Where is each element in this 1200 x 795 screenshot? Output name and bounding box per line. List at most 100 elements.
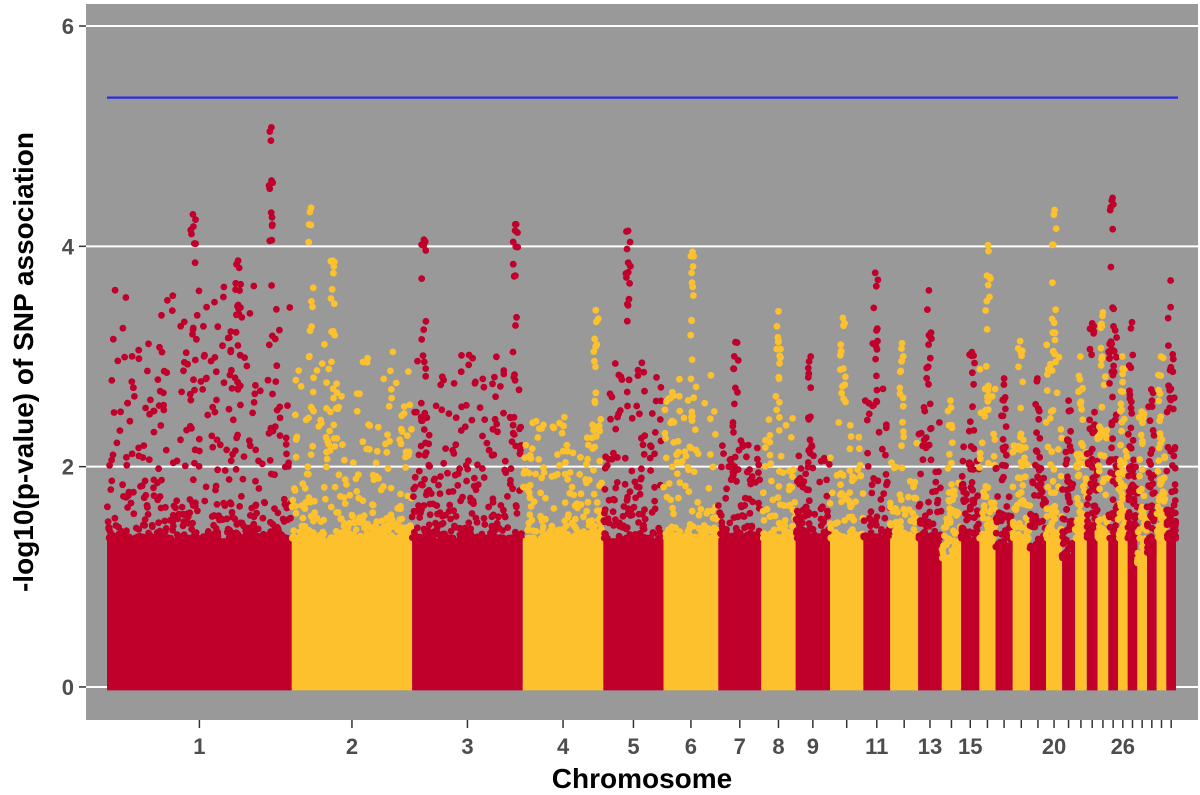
snp-point — [1049, 329, 1057, 336]
peak-snp-point — [689, 248, 696, 256]
snp-point — [201, 497, 209, 505]
snp-point — [624, 259, 632, 267]
snp-point — [986, 508, 994, 516]
snp-point — [1063, 505, 1071, 513]
snp-point — [141, 477, 149, 485]
snp-point — [1048, 448, 1056, 456]
snp-point — [707, 415, 714, 423]
snp-point — [349, 459, 357, 467]
snp-point — [1043, 341, 1051, 349]
snp-point — [513, 313, 520, 321]
snp-point — [182, 349, 190, 357]
snp-point — [675, 494, 682, 502]
snp-point — [191, 459, 198, 467]
snp-point — [776, 414, 783, 421]
snp-point — [837, 481, 844, 489]
snp-point — [1137, 431, 1145, 439]
snp-point — [944, 464, 952, 472]
snp-point — [1042, 419, 1050, 426]
snp-point — [946, 505, 953, 513]
snp-point — [748, 522, 755, 530]
snp-point — [1032, 461, 1039, 469]
snp-point — [457, 427, 465, 434]
snp-point — [497, 383, 504, 390]
snp-point — [760, 530, 768, 538]
snp-point — [186, 390, 194, 398]
snp-point — [824, 507, 831, 515]
snp-point — [290, 527, 298, 534]
snp-point — [304, 470, 312, 478]
snp-point — [452, 512, 460, 520]
snp-point — [777, 452, 785, 460]
snp-point — [501, 457, 509, 465]
snp-point — [1035, 415, 1043, 423]
snp-point — [309, 529, 317, 536]
snp-point — [948, 459, 955, 467]
snp-point — [392, 379, 400, 387]
snp-point — [976, 449, 984, 457]
snp-point — [959, 457, 967, 465]
snp-point — [993, 518, 1001, 526]
snp-point — [684, 464, 692, 471]
snp-point — [514, 229, 521, 237]
snp-point — [626, 488, 634, 496]
snp-point — [874, 477, 882, 485]
snp-point — [512, 322, 519, 329]
snp-point — [512, 502, 520, 509]
snp-point — [1117, 441, 1124, 449]
snp-point — [1072, 534, 1080, 542]
snp-point — [1066, 545, 1074, 553]
dense-snp-mass — [291, 538, 413, 691]
snp-point — [135, 355, 143, 363]
snp-point — [595, 533, 603, 541]
y-tick-label: 4 — [62, 234, 75, 259]
snp-point — [722, 494, 730, 502]
snp-point — [305, 353, 313, 361]
snp-point — [775, 373, 783, 381]
snp-point — [189, 499, 196, 507]
snp-point — [1102, 491, 1110, 499]
snp-point — [225, 405, 233, 413]
snp-point — [1001, 514, 1008, 521]
snp-point — [169, 526, 177, 534]
snp-point — [211, 298, 218, 306]
snp-point — [615, 371, 623, 379]
snp-point — [864, 463, 872, 470]
snp-point — [745, 495, 753, 503]
snp-point — [967, 484, 975, 491]
snp-point — [346, 491, 354, 499]
snp-point — [765, 416, 773, 423]
snp-point — [766, 513, 774, 520]
snp-point — [804, 459, 812, 466]
snp-point — [970, 445, 978, 453]
snp-point — [232, 328, 240, 336]
snp-point — [980, 502, 988, 510]
snp-point — [451, 471, 459, 479]
snp-point — [521, 466, 529, 474]
snp-point — [588, 517, 596, 524]
snp-point — [420, 525, 428, 533]
snp-point — [905, 493, 912, 501]
snp-point — [126, 417, 134, 425]
snp-point — [442, 445, 449, 452]
snp-point — [746, 509, 754, 517]
snp-point — [1148, 542, 1156, 550]
snp-point — [249, 526, 257, 534]
snp-point — [465, 457, 472, 465]
snp-point — [590, 466, 597, 474]
snp-point — [1074, 472, 1082, 480]
snp-point — [202, 534, 210, 541]
snp-point — [785, 486, 793, 494]
snp-point — [532, 417, 540, 425]
snp-point — [405, 448, 413, 456]
snp-point — [948, 424, 956, 432]
snp-point — [846, 421, 854, 429]
snp-point — [265, 341, 273, 349]
snp-point — [1095, 467, 1103, 475]
snp-point — [932, 487, 940, 495]
snp-point — [653, 374, 660, 381]
snp-point — [1171, 481, 1179, 488]
snp-point — [651, 497, 658, 505]
snp-point — [438, 520, 445, 528]
